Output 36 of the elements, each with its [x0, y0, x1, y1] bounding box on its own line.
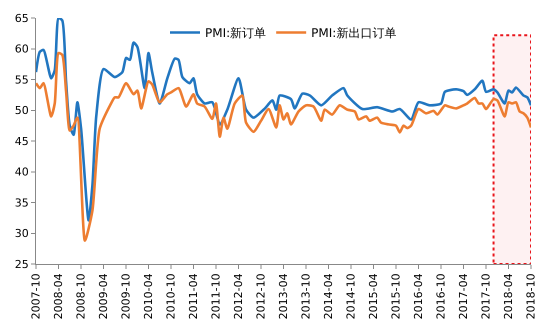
x-tick-label: 2014-04: [322, 273, 336, 320]
y-tick-label: 30: [14, 227, 29, 240]
x-tick-label: 2018-04: [502, 273, 516, 320]
x-tick-label: 2008-04: [52, 273, 66, 320]
y-tick-label: 60: [14, 42, 29, 56]
y-tick-label: 65: [14, 12, 29, 25]
x-tick-label: 2015-10: [390, 273, 403, 320]
legend-label: PMI:新出口订单: [311, 26, 396, 40]
x-tick-label: 2009-10: [120, 273, 133, 320]
x-tick-label: 2016-10: [434, 273, 448, 320]
x-tick-label: 2016-04: [412, 273, 426, 320]
x-tick-label: 2007-10: [30, 273, 43, 320]
x-tick-label: 2013-10: [300, 273, 313, 320]
x-tick-label: 2017-10: [480, 273, 493, 320]
x-tick-label: 2015-04: [367, 273, 380, 320]
y-tick-label: 50: [14, 104, 29, 118]
x-tick-label: 2010-10: [164, 273, 178, 320]
x-tick-label: 2008-10: [74, 273, 88, 320]
x-tick-label: 2018-10: [524, 273, 538, 320]
legend-label: PMI:新订单: [205, 26, 266, 40]
y-tick-label: 35: [14, 196, 29, 210]
x-tick-label: 2012-04: [232, 273, 246, 320]
x-tick-label: 2017-04: [457, 273, 470, 320]
x-tick-label: 2013-04: [277, 273, 290, 320]
y-tick-label: 25: [14, 258, 29, 271]
line-series: [36, 18, 531, 222]
y-tick-label: 45: [14, 134, 29, 148]
x-tick-label: 2012-10: [254, 273, 268, 320]
y-tick-label: 55: [14, 73, 29, 86]
x-tick-label: 2011-10: [210, 273, 223, 320]
x-tick-label: 2011-04: [187, 273, 200, 320]
y-tick-label: 40: [14, 166, 29, 179]
x-tick-label: 2010-04: [142, 273, 156, 320]
line-series: [36, 52, 531, 242]
x-tick-label: 2009-04: [97, 273, 110, 320]
x-tick-label: 2014-10: [344, 273, 358, 320]
